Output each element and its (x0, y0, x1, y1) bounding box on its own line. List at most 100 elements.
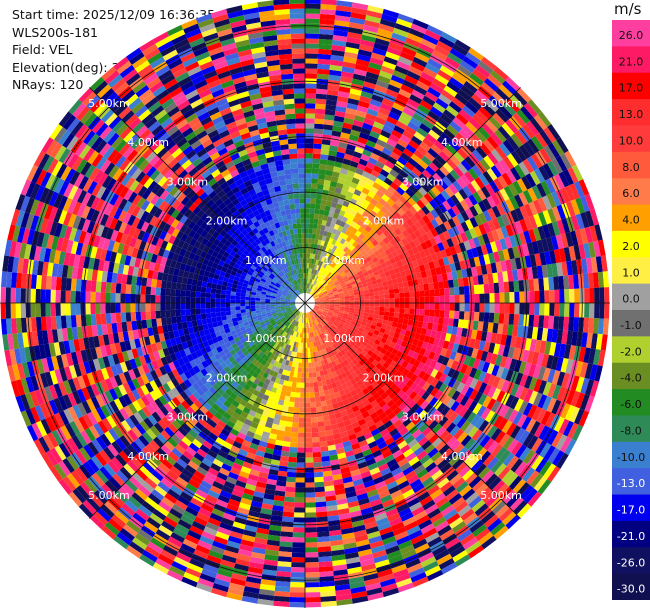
ppi-gate (463, 453, 476, 466)
ppi-gate (203, 526, 218, 536)
ppi-gate (334, 488, 346, 496)
ppi-gate (103, 500, 118, 515)
ppi-gate (306, 332, 309, 338)
ppi-gate (425, 269, 432, 278)
ppi-gate (305, 462, 314, 468)
ppi-gate (359, 203, 368, 211)
ppi-gate (387, 284, 394, 290)
ppi-gate (343, 291, 349, 295)
ppi-gate (379, 428, 390, 437)
ppi-gate (416, 244, 424, 253)
ppi-gate (590, 333, 598, 350)
ppi-gate (589, 208, 600, 226)
ppi-gate (469, 294, 475, 303)
ppi-gate (269, 391, 276, 398)
ppi-gate (436, 458, 449, 470)
ppi-gate (305, 312, 307, 318)
ppi-gate (349, 510, 362, 518)
ppi-gate (438, 203, 448, 214)
ppi-gate (206, 398, 215, 407)
ppi-gate (332, 559, 347, 567)
ppi-gate (356, 544, 371, 552)
ppi-gate (494, 430, 506, 444)
ppi-gate (239, 380, 247, 388)
ppi-gate (406, 98, 420, 109)
ppi-gate (270, 375, 277, 383)
ppi-gate (369, 210, 378, 218)
ppi-gate (541, 328, 549, 342)
ppi-gate (427, 189, 437, 200)
ppi-gate (471, 429, 483, 442)
ppi-gate (342, 233, 349, 241)
ppi-gate (308, 268, 311, 274)
ppi-gate (518, 280, 525, 292)
ppi-gate (334, 297, 340, 300)
ppi-gate (397, 457, 409, 468)
ppi-gate (295, 315, 299, 321)
ppi-gate (313, 315, 317, 320)
ppi-gate (272, 313, 278, 318)
ppi-gate (296, 352, 300, 358)
ppi-gate (554, 289, 560, 303)
ppi-gate (251, 464, 262, 472)
ppi-gate (331, 269, 337, 275)
ppi-gate (323, 262, 328, 269)
ppi-gate (351, 591, 368, 599)
ppi-gate (335, 593, 352, 601)
ppi-gate (316, 183, 324, 190)
ppi-gate (272, 371, 279, 378)
ppi-gate (492, 322, 499, 334)
ppi-gate (329, 305, 335, 308)
ppi-gate (438, 392, 448, 403)
ppi-gate (588, 348, 596, 365)
ppi-gate (287, 461, 297, 468)
ppi-gate (344, 369, 352, 377)
ppi-gate (408, 139, 420, 150)
ppi-gate (399, 303, 405, 309)
ppi-gate (272, 323, 278, 329)
ppi-gate (416, 450, 428, 461)
ppi-gate (343, 117, 355, 125)
ppi-gate (148, 352, 156, 363)
ppi-gate (129, 358, 138, 370)
ppi-gate (382, 229, 391, 238)
ppi-gate (358, 273, 365, 279)
ppi-gate (411, 460, 423, 471)
ppi-gate (597, 239, 606, 257)
ppi-gate (91, 409, 102, 423)
ppi-gate (281, 445, 290, 452)
ppi-gate (333, 120, 344, 128)
ppi-gate (267, 324, 273, 330)
ppi-gate (350, 209, 358, 217)
ppi-gate (191, 351, 199, 360)
ppi-gate (314, 269, 318, 276)
ppi-gate (425, 462, 437, 473)
ppi-gate (459, 60, 476, 73)
ppi-gate (286, 322, 291, 328)
ppi-gate (214, 424, 224, 433)
ppi-gate (70, 470, 84, 486)
ppi-gate (347, 500, 360, 509)
ppi-gate (297, 332, 301, 338)
ppi-gate (510, 209, 520, 223)
ppi-gate (317, 329, 321, 335)
ppi-gate (290, 335, 295, 341)
ppi-gate (354, 483, 366, 492)
ppi-gate (437, 524, 452, 537)
ppi-gate (506, 98, 521, 113)
ppi-gate (379, 578, 396, 588)
ppi-gate (470, 414, 481, 427)
ppi-gate (359, 191, 368, 200)
ppi-gate (354, 212, 363, 220)
ppi-gate (320, 149, 330, 156)
ppi-gate (555, 356, 564, 372)
ppi-gate (467, 426, 479, 439)
ppi-gate (334, 303, 340, 305)
ppi-gate (349, 220, 357, 228)
ppi-gate (327, 340, 333, 347)
ppi-gate (558, 418, 570, 435)
ppi-gate (155, 358, 164, 368)
ppi-gate (407, 319, 414, 326)
ppi-gate (363, 347, 370, 354)
ppi-gate (305, 407, 311, 413)
